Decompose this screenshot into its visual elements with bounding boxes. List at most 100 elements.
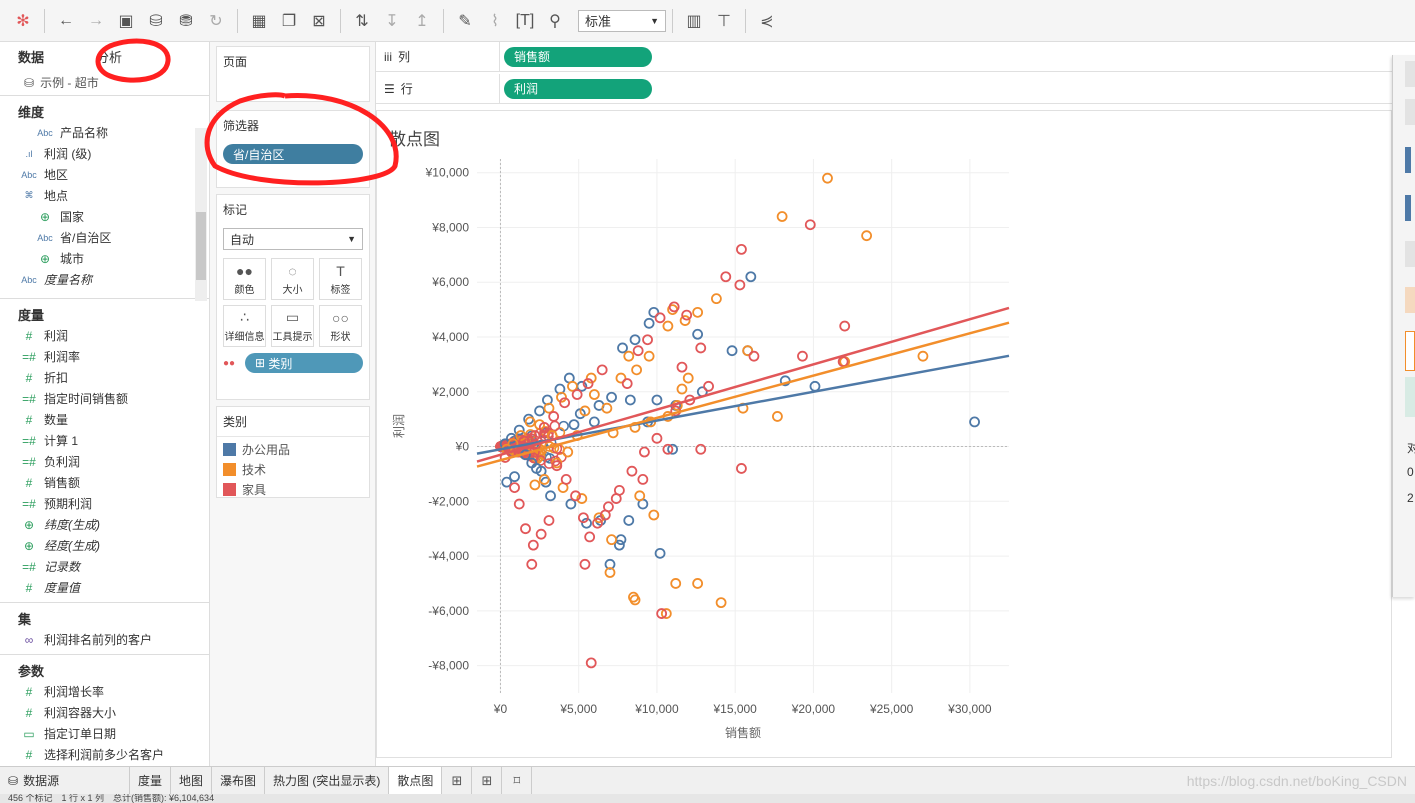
mark-type-select[interactable]: 自动 ▼ (223, 228, 363, 250)
scatter-point[interactable] (776, 211, 788, 222)
tab-datasource[interactable]: ⛁ 数据源 (0, 767, 130, 794)
pages-card[interactable]: 页面 (216, 46, 370, 102)
scatter-point[interactable] (648, 306, 660, 318)
dimension-item[interactable]: Abc 产品名称 (0, 122, 209, 143)
scatter-point[interactable] (623, 515, 635, 526)
measure-item[interactable]: ⊕ 纬度(生成) (0, 514, 209, 535)
parameter-item[interactable]: # 选择利润前多少名客户 (0, 744, 209, 765)
scatter-point[interactable] (543, 515, 555, 526)
scatter-point[interactable] (515, 430, 527, 441)
scatter-point[interactable] (526, 457, 538, 469)
scatter-point[interactable] (626, 465, 638, 477)
dimension-item[interactable]: Abc 度量名称 (0, 269, 209, 290)
scatter-point[interactable] (610, 493, 622, 504)
scatter-point[interactable] (527, 539, 539, 551)
scatter-point[interactable] (538, 421, 550, 433)
scatter-point[interactable] (651, 432, 663, 444)
new-worksheet-icon[interactable]: ▦ (251, 12, 267, 30)
marks-color-button[interactable]: ●● 颜色 (223, 258, 266, 300)
scatter-point[interactable] (676, 361, 688, 373)
scatter-point[interactable] (969, 416, 980, 428)
legend-item[interactable]: 技术 (217, 459, 369, 479)
scatter-point[interactable] (538, 473, 550, 485)
undo-icon[interactable]: ← (58, 11, 74, 29)
new-story-icon[interactable]: ⌑ (502, 767, 533, 794)
scatter-point[interactable] (634, 490, 646, 502)
color-pill-category[interactable]: ⊞ 类别 (245, 353, 363, 373)
measure-item[interactable]: # 折扣 (0, 367, 209, 388)
rows-pill-profit[interactable]: 利润 (504, 78, 652, 99)
scatter-point[interactable] (682, 372, 694, 384)
scatter-point[interactable] (804, 219, 816, 231)
scatter-point[interactable] (567, 380, 578, 392)
scatter-point[interactable] (692, 306, 704, 318)
scatter-point[interactable] (736, 243, 747, 255)
trend-line[interactable] (476, 354, 1010, 455)
scatter-point[interactable] (513, 498, 525, 510)
scatter-point[interactable] (579, 405, 591, 417)
scatter-point[interactable] (534, 405, 545, 417)
dimension-item[interactable]: ⌘ 地点 (0, 185, 209, 206)
scatter-point[interactable] (703, 380, 714, 392)
scatter-point[interactable] (654, 547, 666, 559)
scatter-point[interactable] (621, 378, 633, 389)
scrollbar-thumb[interactable] (196, 212, 206, 280)
chart-type-thumb[interactable] (1405, 61, 1415, 87)
sort-asc-icon[interactable]: ↧ (385, 12, 399, 30)
scatter-point[interactable] (715, 597, 727, 609)
chart-title[interactable]: 散点图 (389, 130, 440, 150)
scatter-point[interactable] (579, 558, 591, 570)
sheet-tab[interactable]: 热力图 (突出显示表) (265, 767, 390, 794)
columns-pill-sales[interactable]: 销售额 (504, 46, 652, 67)
scatter-point[interactable] (501, 476, 513, 488)
scatter-point[interactable] (571, 389, 583, 400)
scatter-point[interactable] (520, 523, 531, 535)
y-axis-label[interactable]: 利润 (392, 414, 406, 438)
sort-desc-icon[interactable]: ↥ (415, 12, 429, 30)
dimension-item[interactable]: .ıl 利润 (级) (0, 143, 209, 164)
scatter-point[interactable] (822, 172, 833, 184)
scatter-point[interactable] (742, 345, 754, 357)
scatter-point[interactable] (681, 309, 693, 321)
chart-type-thumb-selected[interactable] (1405, 331, 1415, 371)
filters-card[interactable]: 筛选器 省/自治区 (216, 110, 370, 188)
marks-size-button[interactable]: ◌ 大小 (271, 258, 314, 300)
label-icon[interactable]: [T] (515, 11, 535, 29)
scatter-point[interactable] (509, 471, 520, 483)
datasource-item[interactable]: ⛁ 示例 - 超市 (0, 70, 209, 96)
sheet-tab[interactable]: 度量 (130, 767, 172, 794)
scatter-point[interactable] (667, 443, 678, 455)
chart-type-thumb[interactable] (1405, 147, 1411, 173)
tab-analysis[interactable]: 分析 (96, 49, 123, 65)
save-icon[interactable]: ▣ (118, 12, 134, 30)
scatter-point[interactable] (581, 517, 592, 529)
scatter-point[interactable] (584, 531, 596, 543)
sheet-tab[interactable]: 地图 (171, 767, 213, 794)
marks-tooltip-button[interactable]: ▭ 工具提示 (271, 305, 314, 347)
measure-item[interactable]: =# 预期利润 (0, 493, 209, 514)
pause-icon[interactable]: ⛃ (179, 12, 193, 30)
legend-item[interactable]: 办公用品 (217, 439, 369, 459)
pin-icon[interactable]: ⚲ (549, 12, 561, 30)
scatter-point[interactable] (599, 509, 611, 521)
scatter-point[interactable] (617, 342, 628, 354)
trend-line[interactable] (476, 306, 1010, 463)
group-icon[interactable]: ⌇ (491, 12, 499, 30)
scatter-point[interactable] (837, 356, 849, 368)
dimension-item[interactable]: Abc 省/自治区 (0, 227, 209, 248)
scatter-point[interactable] (529, 479, 541, 491)
scatter-point[interactable] (643, 317, 655, 329)
scatter-point[interactable] (615, 372, 627, 384)
scatter-point[interactable] (642, 334, 653, 346)
scatter-point[interactable] (631, 364, 643, 376)
chart-type-thumb[interactable] (1405, 377, 1415, 417)
scatter-point[interactable] (637, 473, 649, 485)
chart-type-thumb[interactable] (1405, 287, 1415, 313)
scatter-point[interactable] (639, 446, 650, 458)
measure-item[interactable]: ⊕ 经度(生成) (0, 535, 209, 556)
dimension-item[interactable]: Abc 地区 (0, 164, 209, 185)
filter-pill-province[interactable]: 省/自治区 (223, 144, 363, 164)
swap-icon[interactable]: ⇅ (355, 12, 369, 30)
trend-line[interactable] (476, 321, 1010, 468)
scatter-point[interactable] (695, 342, 707, 354)
